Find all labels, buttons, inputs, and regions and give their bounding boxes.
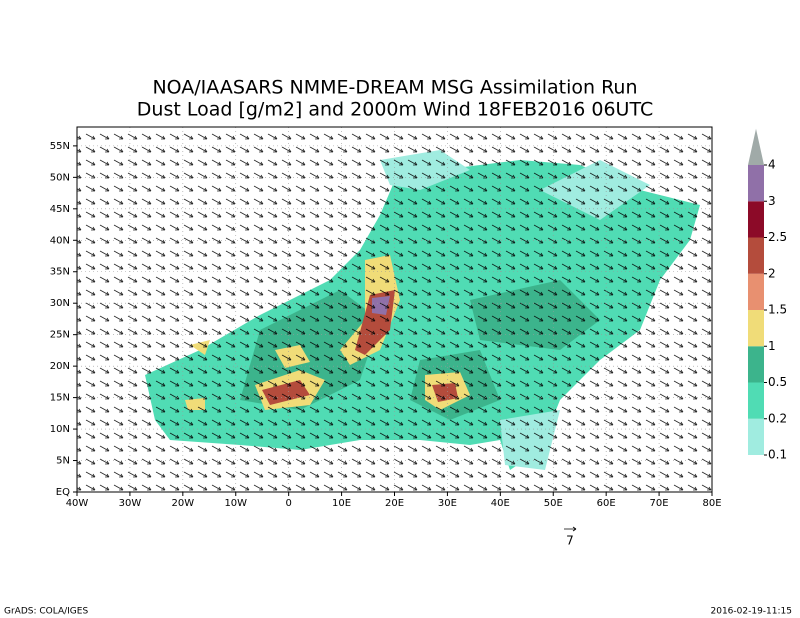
lat-tick-label: 5N xyxy=(56,456,70,467)
title-line: NOA/IAASARS NMME-DREAM MSG Assimilation … xyxy=(152,77,637,99)
colorbar-label: 0.5 xyxy=(768,375,787,389)
lon-tick-label: 40E xyxy=(491,498,510,509)
footer-left: GrADS: COLA/IGES xyxy=(4,607,88,617)
colorbar-label: 4 xyxy=(768,158,776,172)
lat-tick-label: 55N xyxy=(50,141,70,152)
reference-label: 7 xyxy=(566,534,574,548)
lon-tick-label: 10E xyxy=(332,498,351,509)
lon-tick-label: 20E xyxy=(385,498,404,509)
lon-tick-label: 0 xyxy=(285,498,291,509)
lon-tick-label: 30W xyxy=(119,498,142,509)
colorbar-label: 2 xyxy=(768,266,776,280)
colorbar-label: 3 xyxy=(768,194,776,208)
lat-tick-label: 35N xyxy=(50,267,70,278)
colorbar-label: 0.1 xyxy=(768,448,787,462)
axes: 40W 30W 20W 10W 0 10E 20E 30E 40E 50E 60E 70E 80E EQ 5… xyxy=(50,127,722,509)
title-group: NOA/IAASARS NMME-DREAM MSG Assimilation … xyxy=(137,77,653,121)
colorbar-label: 2.5 xyxy=(768,230,787,244)
lon-tick-label: 70E xyxy=(650,498,669,509)
lon-tick-label: 60E xyxy=(597,498,616,509)
colorbar-label: 1.5 xyxy=(768,303,787,317)
colorbar-box xyxy=(748,346,764,383)
colorbar-box xyxy=(748,382,764,419)
title-line: Dust Load [g/m2] and 2000m Wind 18FEB201… xyxy=(137,99,653,121)
lat-tick-label: 50N xyxy=(50,172,70,183)
colorbar-label: 1 xyxy=(768,339,776,353)
colorbar-label: 0.2 xyxy=(768,411,787,425)
colorbar-box xyxy=(748,165,764,202)
lat-tick-label: 45N xyxy=(50,204,70,215)
reference-arrow xyxy=(564,526,577,532)
lat-tick-label: 10N xyxy=(50,424,70,435)
colorbar-triangle xyxy=(748,128,764,165)
wind-vectors xyxy=(77,127,712,492)
lat-tick-label: 25N xyxy=(50,330,70,341)
map-frame xyxy=(76,126,713,493)
lon-tick-label: 20W xyxy=(172,498,195,509)
lon-tick-label: 40W xyxy=(66,498,89,509)
lat-tick-label: EQ xyxy=(56,487,70,498)
colorbar-box xyxy=(748,273,764,310)
colorbar-box xyxy=(748,418,764,455)
lat-tick-label: 15N xyxy=(50,393,70,404)
lon-tick-label: 50E xyxy=(544,498,563,509)
colorbar: 0.1 0.2 0.5 1 1.5 2 2.5 3 4 xyxy=(748,128,787,462)
lat-tick-label: 30N xyxy=(50,298,70,309)
lon-tick-label: 10W xyxy=(224,498,247,509)
lon-tick-label: 30E xyxy=(438,498,457,509)
colorbar-box xyxy=(748,310,764,347)
lon-tick-label: 80E xyxy=(702,498,721,509)
reference-vector: 7 xyxy=(564,526,577,548)
lat-tick-label: 40N xyxy=(50,235,70,246)
footer-right: 2016-02-19-11:15 xyxy=(711,607,793,617)
map-layer xyxy=(77,127,712,492)
colorbar-box xyxy=(748,201,764,238)
lat-tick-label: 20N xyxy=(50,361,70,372)
colorbar-box xyxy=(748,237,764,274)
